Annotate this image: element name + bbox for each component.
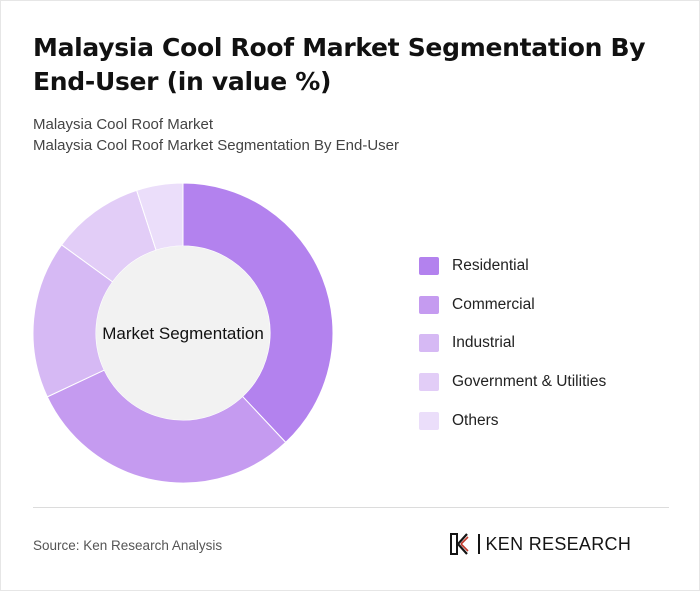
footer-divider	[33, 507, 669, 508]
legend-label: Government & Utilities	[452, 373, 607, 391]
legend-swatch	[419, 373, 439, 392]
legend-item: Industrial	[419, 324, 679, 363]
donut-chart: Market Segmentation	[32, 182, 334, 484]
legend-item: Others	[419, 401, 679, 440]
chart-legend: Residential Commercial Industrial Governmen…	[419, 247, 679, 440]
subtitle-line-2: Malaysia Cool Roof Market Segmentation B…	[33, 137, 399, 154]
brand-logo: KEN RESEARCH	[448, 532, 631, 556]
legend-item: Commercial	[419, 286, 679, 325]
legend-swatch	[419, 334, 439, 353]
legend-item: Government & Utilities	[419, 363, 679, 402]
legend-label: Commercial	[452, 295, 535, 313]
legend-label: Residential	[452, 257, 529, 275]
legend-item: Residential	[419, 247, 679, 286]
ken-research-logo-icon	[450, 533, 469, 555]
source-note: Source: Ken Research Analysis	[33, 538, 223, 553]
page-title: Malaysia Cool Roof Market Segmentation B…	[33, 33, 646, 96]
legend-swatch	[419, 257, 439, 276]
legend-label: Industrial	[452, 334, 515, 352]
brand-name: KEN RESEARCH	[485, 533, 632, 554]
legend-label: Others	[452, 411, 499, 429]
donut-center	[96, 246, 270, 420]
legend-swatch	[419, 295, 439, 314]
brand-separator	[478, 534, 480, 554]
subtitle-line-1: Malaysia Cool Roof Market	[33, 116, 214, 133]
legend-swatch	[419, 411, 439, 430]
subtitle-block: Malaysia Cool Roof Market Malaysia Cool …	[33, 114, 399, 156]
donut-center-label: Market Segmentation	[102, 324, 264, 343]
